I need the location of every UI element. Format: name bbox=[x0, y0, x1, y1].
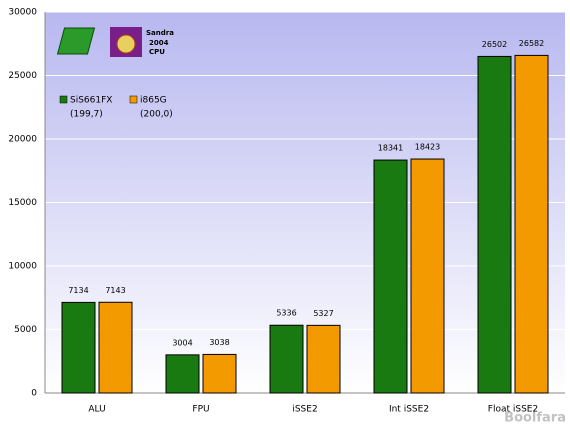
logo-text: 2004 bbox=[149, 39, 169, 47]
y-tick-label: 30000 bbox=[8, 8, 37, 18]
y-tick-label: 5000 bbox=[14, 325, 37, 335]
x-tick-label: Int iSSE2 bbox=[389, 405, 429, 415]
legend-label: SiS661FX bbox=[70, 96, 112, 106]
y-tick-label: 15000 bbox=[8, 198, 37, 208]
bar bbox=[202, 353, 237, 394]
value-label: 5336 bbox=[276, 309, 296, 318]
bar bbox=[98, 301, 133, 394]
legend-label: i865G bbox=[140, 96, 167, 106]
bar bbox=[373, 159, 408, 394]
value-label: 26502 bbox=[482, 40, 507, 49]
legend-note: (199,7) bbox=[70, 110, 103, 120]
x-tick-label: ALU bbox=[88, 405, 105, 415]
legend-swatch bbox=[59, 95, 68, 104]
value-label: 3004 bbox=[172, 338, 192, 347]
x-tick-label: FPU bbox=[192, 405, 209, 415]
y-tick-label: 0 bbox=[31, 389, 37, 399]
bar bbox=[410, 158, 445, 394]
x-tick-label: Float iSSE2 bbox=[488, 405, 538, 415]
x-tick-label: iSSE2 bbox=[292, 405, 317, 415]
logo-chip bbox=[56, 27, 96, 55]
value-label: 18423 bbox=[415, 143, 440, 152]
logo-disc bbox=[116, 34, 136, 54]
logo-text: CPU bbox=[149, 48, 165, 56]
bar bbox=[306, 324, 341, 394]
bar bbox=[514, 54, 549, 394]
y-tick-label: 20000 bbox=[8, 135, 37, 145]
y-tick-label: 25000 bbox=[8, 71, 37, 81]
bar bbox=[165, 354, 200, 394]
watermark: Boolfara bbox=[504, 411, 566, 424]
value-label: 7143 bbox=[105, 286, 125, 295]
bar bbox=[269, 324, 304, 394]
bar bbox=[477, 55, 512, 394]
value-label: 5327 bbox=[313, 309, 333, 318]
value-label: 7134 bbox=[68, 286, 88, 295]
logo: Sandra 2004 CPU bbox=[56, 27, 174, 57]
bar bbox=[61, 301, 96, 394]
value-label: 18341 bbox=[378, 144, 403, 153]
value-label: 26582 bbox=[519, 39, 544, 48]
legend-note: (200,0) bbox=[140, 110, 173, 120]
value-label: 3038 bbox=[209, 338, 229, 347]
legend-swatch bbox=[129, 95, 138, 104]
logo-text: Sandra bbox=[146, 29, 174, 37]
y-tick-label: 10000 bbox=[8, 262, 37, 272]
